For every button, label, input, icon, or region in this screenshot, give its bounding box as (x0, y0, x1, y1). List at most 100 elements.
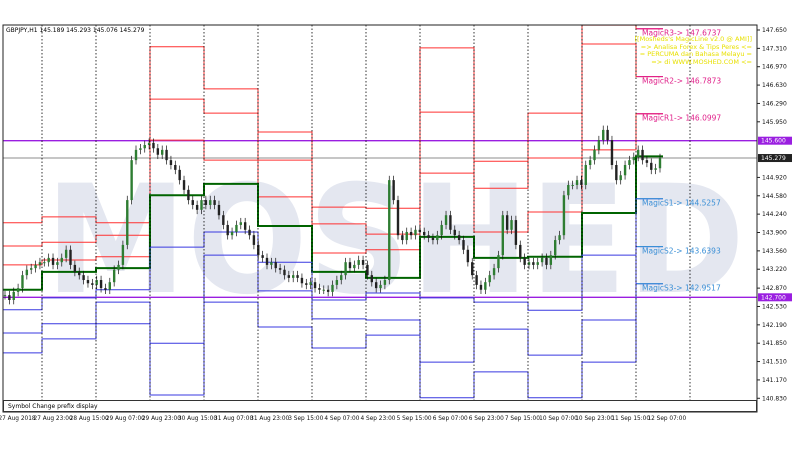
pivot-line-r3 (3, 25, 663, 224)
candle-body (108, 282, 111, 290)
y-tick-label: 142.870 (762, 285, 787, 292)
y-tick-label: 140.830 (762, 395, 787, 402)
chart-frame (2, 24, 758, 413)
x-tick-label: 4 Sep 23:00 (360, 416, 395, 422)
x-tick-label: 11 Sep 15:00 (611, 416, 650, 422)
candle-body (348, 262, 352, 269)
candle-body (602, 129, 605, 141)
candle-body (243, 222, 247, 230)
x-tick-label: 28 Aug 15:00 (70, 416, 109, 422)
price-tag-label: 145.600 (761, 138, 786, 145)
candle-body (91, 283, 94, 285)
candle-body (466, 249, 470, 263)
candle-body (287, 275, 291, 278)
y-tick-label: 146.970 (762, 64, 787, 71)
candle-body (248, 229, 251, 236)
candle-body (562, 195, 566, 236)
candle-body (112, 269, 116, 283)
candle-body (322, 289, 325, 291)
x-tick-label: 3 Sep 15:00 (288, 416, 323, 422)
y-tick-label: 142.190 (762, 322, 787, 329)
candle-body (313, 282, 317, 289)
candle-body (318, 288, 321, 290)
symbol-change-panel[interactable]: Symbol Change prefix display (3, 400, 757, 412)
candle-body (187, 189, 190, 201)
price-tag-label: 145.279 (761, 155, 786, 162)
candle-body (292, 275, 295, 278)
candle-body (567, 184, 570, 196)
candle-body (235, 224, 238, 232)
candle-body (361, 260, 365, 265)
y-tick-label: 147.650 (762, 27, 787, 34)
magic-label: MagicS1-> 144.5257 (642, 199, 721, 208)
candle-body (488, 275, 491, 283)
candle-body (117, 264, 120, 270)
x-tick-label: 6 Sep 07:00 (433, 416, 468, 422)
candle-body (34, 264, 37, 269)
x-tick-label: 12 Sep 07:00 (647, 416, 686, 422)
candle-body (523, 257, 526, 265)
candle-body (69, 249, 72, 265)
candle-body (545, 257, 548, 265)
candle-body (462, 240, 465, 250)
plot-area (3, 25, 757, 399)
candle-body (409, 231, 413, 236)
x-tick-label: 31 Aug 23:00 (250, 416, 289, 422)
candle-body (654, 168, 657, 170)
candle-body (641, 149, 644, 161)
watermark-logo: MOSHED (45, 154, 745, 328)
candle-body (161, 149, 164, 155)
candle-body (628, 160, 631, 165)
candle-body (423, 231, 426, 236)
pivot-line-s2 (3, 246, 663, 363)
candle-body (51, 257, 55, 265)
candle-body (73, 264, 77, 272)
candle-body (265, 257, 269, 265)
candle-body (156, 148, 160, 155)
candle-body (436, 235, 439, 241)
candle-body (383, 280, 387, 285)
candle-body (126, 200, 129, 245)
candle-body (392, 180, 395, 201)
price-tag (758, 136, 792, 145)
candle-body (580, 180, 583, 185)
candle-body (588, 160, 592, 165)
candle-body (427, 235, 430, 238)
y-tick-label: 141.510 (762, 359, 787, 366)
candle-body (414, 229, 417, 236)
candle-body (21, 275, 24, 289)
candle-body (43, 262, 46, 264)
candle-body (623, 165, 627, 176)
x-tick-label: 6 Sep 23:00 (469, 416, 504, 422)
candle-body (418, 229, 422, 232)
candle-body (8, 295, 11, 300)
y-tick-label: 144.240 (762, 211, 787, 218)
candle-body (510, 220, 513, 230)
price-tag (758, 293, 792, 302)
candle-body (300, 277, 304, 284)
candle-body (169, 160, 173, 165)
pivot-line-s3 (3, 283, 663, 399)
candle-body (471, 262, 474, 276)
indicator-promo-text: [[Mosheds's MagicLine v2.0 @ AMI]] => An… (635, 35, 752, 66)
candle-body (540, 257, 544, 263)
candle-body (453, 229, 456, 236)
candle-body (200, 200, 203, 210)
y-tick-label: 143.560 (762, 248, 787, 255)
candle-body (401, 235, 404, 241)
candle-body (340, 275, 343, 281)
x-tick-label: 30 Aug 15:00 (178, 416, 217, 422)
candle-body (191, 200, 194, 205)
price-tag-label: 142.700 (761, 294, 786, 301)
candle-body (584, 165, 587, 185)
x-tick-label: 27 Aug 2018 (0, 416, 36, 422)
candle-body (527, 262, 531, 265)
candle-body (226, 224, 229, 236)
candle-body (204, 200, 208, 205)
candle-body (645, 160, 649, 163)
candle-body (388, 180, 391, 281)
candle-body (484, 282, 487, 290)
price-tag (758, 154, 792, 163)
candle-body (619, 175, 622, 181)
